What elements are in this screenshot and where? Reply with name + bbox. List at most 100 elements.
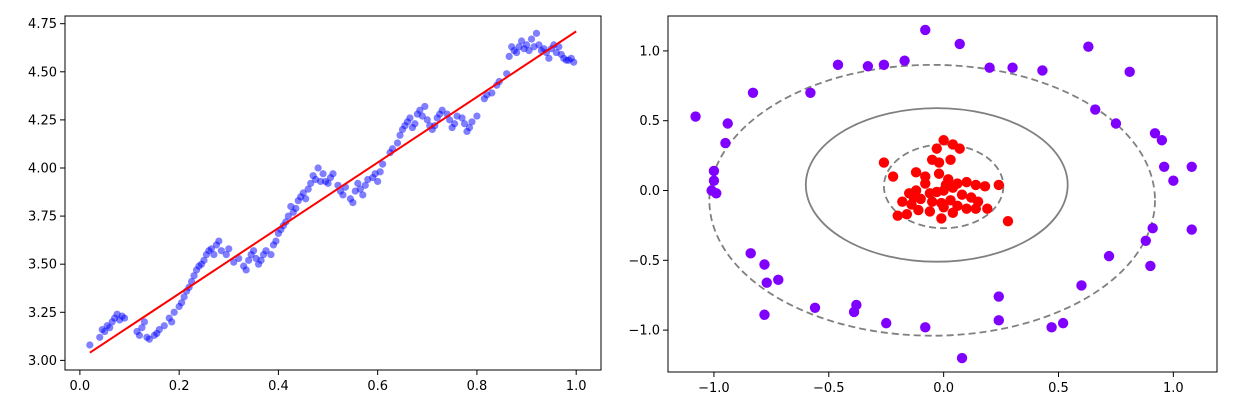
data-point	[924, 206, 936, 217]
y-tick-label: 0.0	[639, 184, 660, 199]
plot-area	[86, 29, 578, 354]
data-point	[222, 250, 230, 259]
data-point	[304, 185, 312, 193]
x-tick-label: 0.2	[169, 379, 190, 394]
data-point	[1140, 235, 1151, 246]
y-tick-label: −1.0	[628, 324, 660, 339]
data-point	[411, 120, 419, 128]
data-point	[354, 179, 362, 187]
data-point	[759, 259, 770, 270]
axes-frame	[64, 15, 602, 371]
data-point	[897, 196, 908, 207]
data-point	[418, 112, 426, 120]
data-point	[901, 209, 913, 220]
data-point	[747, 87, 759, 98]
data-point	[708, 175, 720, 186]
data-point	[96, 333, 104, 341]
data-point	[745, 248, 756, 259]
x-tick-label: 0.6	[367, 379, 388, 394]
data-point	[920, 178, 931, 189]
data-point	[945, 154, 956, 165]
data-point	[993, 291, 1004, 302]
data-point	[993, 179, 1004, 191]
data-point	[168, 318, 176, 326]
data-point	[920, 322, 931, 333]
data-point	[106, 324, 114, 332]
data-point	[140, 318, 149, 326]
data-point	[926, 196, 938, 207]
data-point	[262, 247, 270, 255]
data-point	[532, 29, 541, 37]
data-point	[940, 179, 952, 191]
data-point	[1186, 224, 1197, 235]
data-point	[1007, 62, 1018, 73]
data-point	[319, 170, 327, 178]
data-point	[406, 114, 414, 122]
data-point	[525, 47, 533, 55]
data-point	[956, 352, 968, 364]
data-point	[1124, 66, 1135, 78]
data-point	[933, 168, 945, 179]
data-point	[878, 59, 890, 71]
data-point	[230, 258, 238, 266]
y-tick-label: 1.0	[639, 44, 660, 59]
data-point	[207, 245, 216, 253]
data-point	[284, 212, 292, 220]
data-point	[527, 35, 536, 43]
x-tick-label: 0.0	[70, 379, 91, 394]
data-point	[722, 118, 733, 129]
data-point	[376, 168, 384, 176]
data-point	[947, 207, 959, 219]
x-tick-label: −0.5	[813, 381, 845, 396]
data-point	[887, 171, 899, 182]
series-1	[878, 135, 1014, 227]
data-point	[324, 179, 332, 187]
data-point	[421, 102, 429, 111]
data-point	[101, 327, 109, 336]
fit-line	[89, 30, 577, 354]
data-point	[832, 59, 844, 71]
contour-dashed-2	[708, 63, 1156, 337]
data-point	[339, 191, 347, 199]
data-point	[920, 24, 931, 36]
data-point	[1103, 250, 1115, 262]
data-point	[257, 256, 265, 264]
data-point	[473, 112, 481, 120]
data-point	[862, 61, 874, 72]
data-point	[908, 192, 919, 203]
data-point	[272, 237, 280, 245]
data-point	[1090, 104, 1101, 115]
data-point	[1168, 175, 1179, 186]
x-tick-label: 1.0	[566, 379, 587, 394]
data-point	[217, 247, 225, 255]
data-point	[1110, 118, 1122, 129]
data-point	[210, 250, 218, 259]
data-point	[892, 210, 903, 221]
data-point	[711, 188, 722, 199]
y-tick-label: 3.25	[28, 306, 57, 321]
y-tick-label: 4.50	[28, 65, 57, 80]
data-point	[396, 131, 404, 139]
data-point	[416, 106, 424, 114]
data-point	[805, 87, 816, 98]
data-point	[878, 157, 890, 168]
data-point	[522, 41, 531, 49]
data-point	[881, 317, 892, 329]
series-0	[86, 29, 578, 349]
data-point	[249, 247, 258, 255]
data-point	[1057, 317, 1069, 329]
data-point	[931, 143, 942, 154]
data-point	[936, 213, 947, 224]
data-point	[773, 274, 784, 286]
y-tick-label: 3.75	[28, 210, 57, 225]
data-point	[954, 38, 965, 50]
data-point	[1002, 216, 1014, 227]
data-point	[374, 177, 382, 186]
data-point	[961, 203, 972, 214]
data-point	[155, 325, 163, 334]
y-tick-label: 4.25	[28, 113, 57, 128]
y-tick-label: 3.50	[28, 258, 57, 273]
data-point	[809, 302, 821, 313]
data-point	[1083, 41, 1094, 52]
data-point	[314, 164, 322, 172]
